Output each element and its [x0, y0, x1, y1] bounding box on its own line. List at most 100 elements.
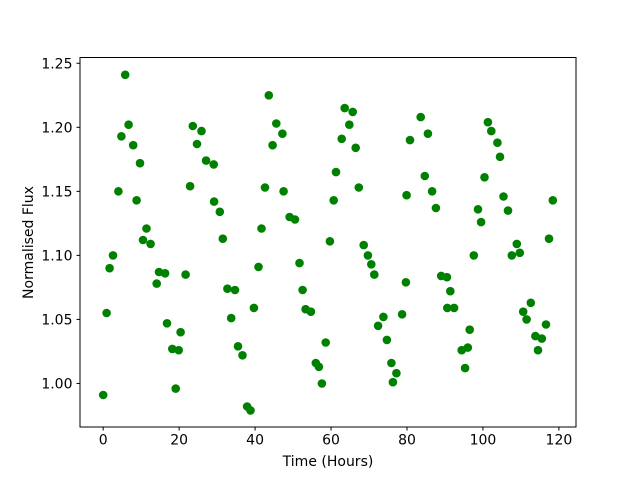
data-point [443, 303, 452, 313]
data-point [363, 251, 373, 260]
data-point [512, 239, 522, 249]
x-axis-label: Time (Hours) [282, 454, 374, 470]
x-tick-label: 20 [170, 433, 188, 449]
data-point [317, 379, 327, 388]
data-point [272, 119, 281, 128]
data-point [345, 120, 354, 129]
data-point [392, 368, 401, 378]
data-point [108, 251, 118, 260]
data-point [460, 363, 470, 373]
data-point [174, 345, 183, 355]
data-point [423, 129, 433, 138]
data-point [348, 107, 358, 117]
x-tick-label: 0 [99, 433, 108, 449]
data-point [493, 138, 502, 147]
data-point [537, 334, 547, 343]
data-point [295, 258, 304, 268]
data-point [495, 152, 505, 162]
data-point [114, 187, 123, 196]
y-tick-label: 1.05 [41, 312, 72, 328]
data-point [359, 240, 369, 250]
x-axis-ticks: 0 20 40 60 80 100 120 [99, 427, 573, 449]
data-point [446, 286, 455, 296]
data-point [367, 260, 376, 269]
data-point [515, 248, 525, 258]
data-point [499, 192, 508, 201]
data-point [314, 362, 324, 372]
y-tick-label: 1.20 [41, 120, 72, 136]
data-point [401, 278, 411, 287]
data-point [128, 140, 138, 150]
data-point [507, 251, 517, 260]
data-point [379, 312, 388, 322]
data-point [370, 270, 379, 279]
x-tick-label: 100 [470, 433, 497, 449]
data-point [209, 197, 219, 206]
data-point [238, 351, 247, 360]
data-point [487, 126, 496, 136]
data-point [257, 224, 266, 233]
data-point [192, 139, 202, 149]
data-point [354, 183, 364, 192]
data-point [465, 325, 475, 335]
data-point [405, 135, 415, 145]
data-point [351, 143, 361, 153]
data-point [331, 167, 341, 177]
data-point [138, 235, 148, 245]
data-point [181, 270, 190, 279]
data-point [264, 91, 274, 100]
data-point [337, 134, 347, 144]
y-axis-label: Normalised Flux [21, 186, 37, 299]
data-point [483, 117, 493, 127]
data-point [522, 315, 531, 324]
data-point [427, 187, 437, 196]
data-point [249, 303, 259, 313]
data-points [98, 70, 558, 415]
data-point [476, 217, 486, 227]
data-point [117, 132, 126, 141]
data-point [431, 203, 441, 213]
data-point [503, 206, 513, 215]
data-point [480, 173, 489, 182]
data-point [325, 237, 335, 246]
data-point [416, 112, 426, 122]
data-point [226, 313, 236, 323]
data-point [146, 239, 155, 249]
data-point [340, 103, 350, 113]
data-point [254, 262, 263, 272]
data-point [124, 120, 133, 129]
x-tick-label: 60 [322, 433, 340, 449]
y-axis-ticks: 1.00 1.05 1.10 1.15 1.20 1.25 [41, 56, 80, 392]
y-tick-label: 1.00 [41, 376, 72, 392]
data-point [260, 183, 270, 192]
data-point [105, 263, 114, 273]
data-point [135, 158, 145, 168]
data-point [171, 384, 180, 393]
data-point [142, 224, 151, 233]
data-point [373, 321, 383, 331]
x-tick-label: 80 [398, 433, 416, 449]
data-point [442, 272, 452, 282]
x-tick-label: 40 [246, 433, 264, 449]
data-point [469, 251, 479, 260]
data-point [548, 196, 558, 205]
data-point [397, 310, 407, 319]
data-point [526, 298, 536, 308]
y-tick-label: 1.10 [41, 248, 72, 264]
data-point [290, 215, 300, 224]
data-point [98, 390, 108, 400]
data-point [298, 285, 307, 295]
data-point [541, 320, 551, 329]
data-point [223, 284, 232, 294]
y-tick-label: 1.15 [41, 184, 72, 200]
plot-border [79, 57, 577, 428]
data-point [188, 121, 198, 131]
data-point [544, 234, 554, 243]
data-point [246, 406, 255, 415]
data-point [230, 285, 240, 295]
data-point [463, 343, 473, 352]
data-point [268, 140, 277, 150]
data-point [533, 345, 543, 355]
x-tick-label: 120 [546, 433, 573, 449]
